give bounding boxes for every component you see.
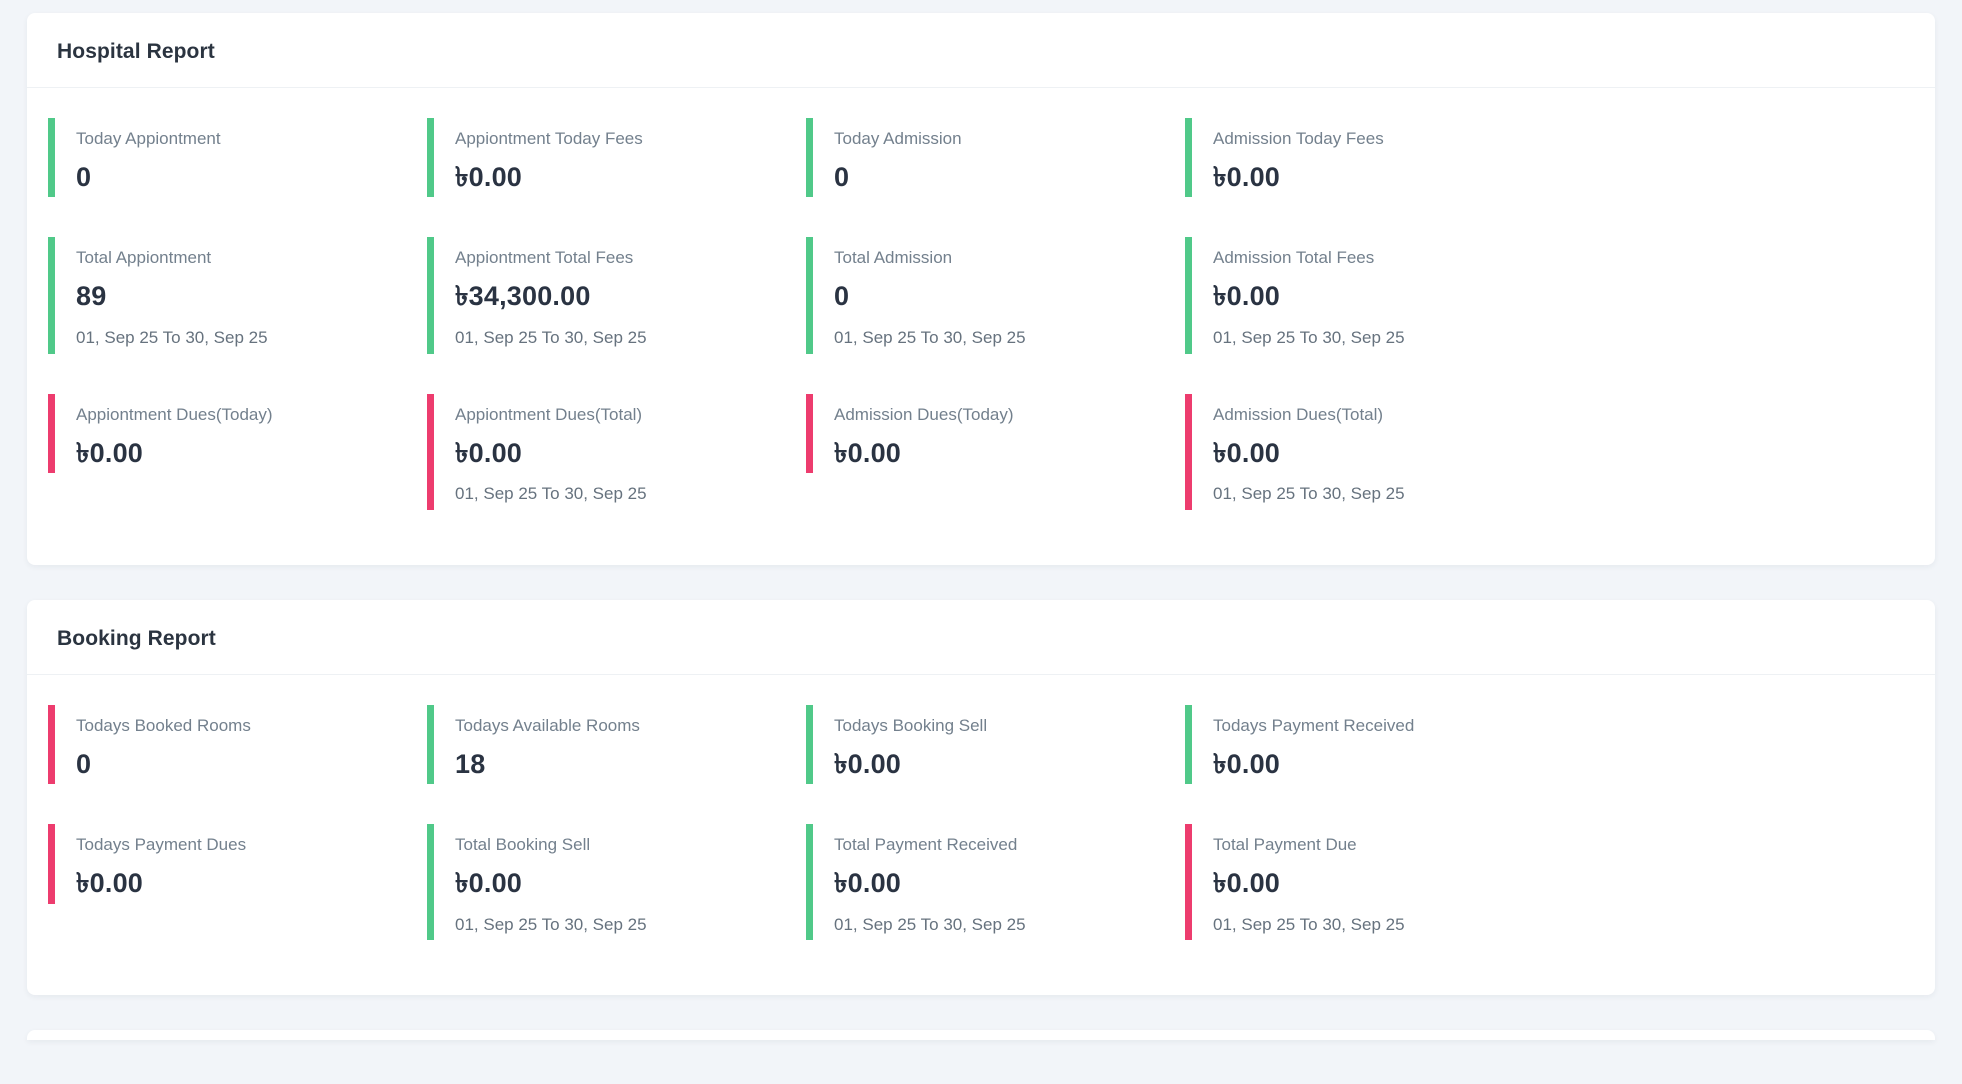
stat-value: ৳0.00 bbox=[455, 437, 522, 468]
stat-period: 01, Sep 25 To 30, Sep 25 bbox=[834, 914, 1026, 934]
stat-label: Todays Payment Dues bbox=[76, 835, 247, 855]
stat-label: Total Payment Received bbox=[834, 835, 1018, 855]
stat-value: ৳0.00 bbox=[834, 748, 901, 779]
stat-label: Todays Booked Rooms bbox=[76, 715, 251, 735]
stat-label: Appiontment Today Fees bbox=[455, 129, 643, 148]
card-header: Hospital Report bbox=[27, 13, 1935, 88]
stat-value: ৳0.00 bbox=[76, 437, 143, 468]
stat-item: Total Payment Due ৳0.00 01, Sep 25 To 30… bbox=[1185, 824, 1564, 941]
stat-period: 01, Sep 25 To 30, Sep 25 bbox=[834, 327, 1026, 347]
stat-period: 01, Sep 25 To 30, Sep 25 bbox=[1213, 483, 1405, 503]
stat-value: ৳0.00 bbox=[455, 868, 522, 899]
stat-label: Total Appiontment bbox=[76, 248, 212, 268]
stat-value: ৳34,300.00 bbox=[455, 281, 591, 312]
stat-item: Todays Booking Sell ৳0.00 bbox=[806, 704, 1185, 785]
stat-period: 01, Sep 25 To 30, Sep 25 bbox=[1213, 914, 1405, 934]
stat-label: Todays Booking Sell bbox=[834, 715, 988, 735]
stat-label: Total Booking Sell bbox=[455, 835, 591, 855]
stat-label: Appiontment Dues(Today) bbox=[76, 404, 273, 424]
next-card-partial bbox=[27, 1030, 1935, 1041]
stat-value: ৳0.00 bbox=[834, 437, 901, 468]
stat-value: 0 bbox=[834, 161, 850, 192]
stat-period: 01, Sep 25 To 30, Sep 25 bbox=[455, 914, 647, 934]
stat-label: Admission Dues(Today) bbox=[834, 404, 1014, 424]
stat-item: Appiontment Dues(Total) ৳0.00 01, Sep 25… bbox=[427, 393, 806, 510]
stat-value: 0 bbox=[834, 281, 850, 312]
stat-item: Todays Payment Received ৳0.00 bbox=[1185, 704, 1564, 785]
stat-value: ৳0.00 bbox=[834, 868, 901, 899]
stat-label: Appiontment Dues(Total) bbox=[455, 404, 643, 424]
stat-label: Todays Available Rooms bbox=[455, 715, 640, 735]
stat-label: Admission Today Fees bbox=[1213, 129, 1384, 148]
stat-label: Today Appiontment bbox=[76, 129, 221, 148]
stat-period: 01, Sep 25 To 30, Sep 25 bbox=[455, 327, 647, 347]
card-body: Today Appiontment 0 Appiontment Today Fe… bbox=[27, 88, 1935, 565]
stat-label: Total Payment Due bbox=[1213, 835, 1357, 855]
stat-value: ৳0.00 bbox=[455, 161, 522, 192]
stat-item: Todays Booked Rooms 0 bbox=[48, 704, 427, 785]
stat-value: 0 bbox=[76, 748, 92, 779]
report-card: Booking Report Todays Booked Rooms 0 Tod… bbox=[27, 599, 1935, 996]
stat-value: ৳0.00 bbox=[1213, 868, 1280, 899]
stat-item: Total Appiontment 89 01, Sep 25 To 30, S… bbox=[48, 237, 427, 354]
stat-label: Admission Dues(Total) bbox=[1213, 404, 1384, 424]
stat-item: Appiontment Dues(Today) ৳0.00 bbox=[48, 393, 427, 473]
cards-container: Hospital Report Today Appiontment 0 Appi… bbox=[27, 13, 1935, 996]
stat-value: 18 bbox=[455, 748, 486, 779]
stat-item: Today Appiontment 0 bbox=[48, 118, 427, 198]
stat-label: Total Admission bbox=[834, 248, 953, 268]
stat-value: ৳0.00 bbox=[1213, 437, 1280, 468]
stat-item: Appiontment Today Fees ৳0.00 bbox=[427, 118, 806, 198]
report-card: Hospital Report Today Appiontment 0 Appi… bbox=[27, 13, 1935, 565]
dashboard-page: Hospital Report Today Appiontment 0 Appi… bbox=[27, 13, 1935, 1041]
stat-period: 01, Sep 25 To 30, Sep 25 bbox=[1213, 327, 1405, 347]
stat-item: Today Admission 0 bbox=[806, 118, 1185, 198]
stat-period: 01, Sep 25 To 30, Sep 25 bbox=[76, 327, 268, 347]
stat-item: Total Payment Received ৳0.00 01, Sep 25 … bbox=[806, 824, 1185, 941]
stat-value: ৳0.00 bbox=[1213, 161, 1280, 192]
stat-item: Admission Today Fees ৳0.00 bbox=[1185, 118, 1564, 198]
stat-label: Appiontment Total Fees bbox=[455, 248, 634, 268]
stat-label: Todays Payment Received bbox=[1213, 715, 1415, 735]
stat-value: ৳0.00 bbox=[1213, 281, 1280, 312]
stat-value: 0 bbox=[76, 161, 92, 192]
stat-item: Todays Payment Dues ৳0.00 bbox=[48, 824, 427, 904]
stat-label: Today Admission bbox=[834, 129, 962, 148]
stat-item: Admission Dues(Today) ৳0.00 bbox=[806, 393, 1185, 473]
stat-value: ৳0.00 bbox=[76, 868, 143, 899]
stat-label: Admission Total Fees bbox=[1213, 248, 1375, 268]
stat-item: Total Admission 0 01, Sep 25 To 30, Sep … bbox=[806, 237, 1185, 354]
stat-item: Total Booking Sell ৳0.00 01, Sep 25 To 3… bbox=[427, 824, 806, 941]
stat-value: ৳0.00 bbox=[1213, 748, 1280, 779]
stat-item: Todays Available Rooms 18 bbox=[427, 704, 806, 785]
stat-period: 01, Sep 25 To 30, Sep 25 bbox=[455, 483, 647, 503]
stat-item: Admission Total Fees ৳0.00 01, Sep 25 To… bbox=[1185, 237, 1564, 354]
stat-item: Admission Dues(Total) ৳0.00 01, Sep 25 T… bbox=[1185, 393, 1564, 510]
card-body: Todays Booked Rooms 0 Todays Available R… bbox=[27, 675, 1935, 996]
stat-value: 89 bbox=[76, 281, 107, 312]
stat-item: Appiontment Total Fees ৳34,300.00 01, Se… bbox=[427, 237, 806, 354]
card-title: Hospital Report bbox=[57, 40, 215, 63]
card-header: Booking Report bbox=[27, 600, 1935, 675]
card-title: Booking Report bbox=[57, 626, 216, 650]
